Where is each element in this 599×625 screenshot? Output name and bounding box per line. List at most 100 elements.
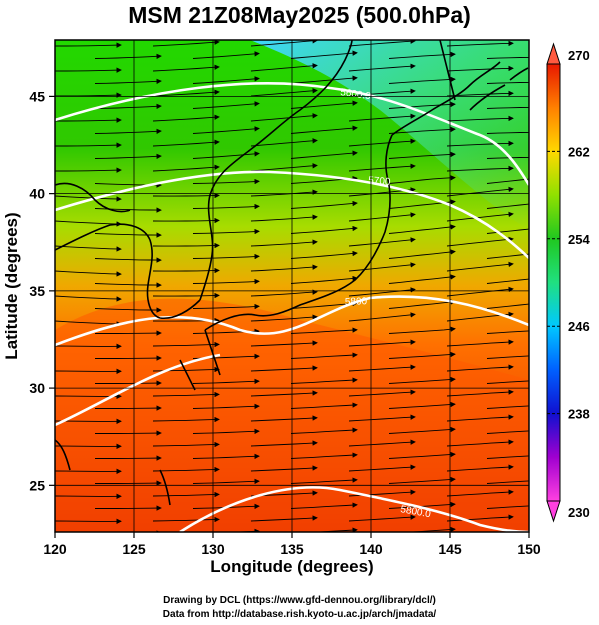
streamline: [94, 257, 162, 263]
streamline: [446, 90, 514, 97]
streamline: [192, 126, 260, 134]
streamline: [250, 88, 318, 97]
streamline: [348, 514, 416, 522]
coastline: [55, 182, 131, 213]
streamline: [446, 211, 514, 222]
streamline: [250, 113, 318, 122]
x-tick-label: 140: [359, 541, 383, 557]
streamline: [250, 40, 318, 47]
streamline: [55, 117, 122, 123]
streamline: [152, 114, 220, 122]
streamline: [486, 380, 529, 384]
streamline: [290, 427, 358, 434]
streamline: [388, 451, 456, 459]
streamline: [446, 364, 514, 372]
streamline: [348, 138, 416, 147]
streamline: [446, 186, 514, 197]
contour-label: 5800: [345, 296, 368, 308]
streamline: [290, 452, 358, 459]
streamline: [94, 232, 162, 238]
x-tick-label: 145: [438, 541, 462, 557]
contour-line: [55, 170, 529, 259]
streamline: [348, 414, 416, 422]
x-tick-label: 135: [280, 541, 304, 557]
coastline: [204, 134, 393, 331]
streamline: [55, 167, 122, 173]
streamline: [290, 225, 358, 234]
streamline: [290, 50, 358, 59]
streamline: [192, 228, 260, 235]
streamline: [192, 253, 260, 260]
streamline: [95, 330, 162, 336]
streamline: [192, 428, 260, 435]
coastline: [159, 359, 196, 506]
streamline: [388, 376, 456, 384]
colorbar-scale: [546, 63, 561, 502]
streamline: [486, 178, 529, 184]
streamline: [192, 303, 260, 310]
height-contours: [55, 82, 529, 532]
streamline: [486, 278, 529, 284]
streamline: [192, 203, 260, 210]
streamline: [290, 377, 358, 384]
streamline: [446, 261, 514, 272]
streamline: [55, 67, 122, 73]
colorbar-tick-label: 254: [568, 232, 590, 247]
streamline: [446, 514, 514, 522]
streamline: [192, 178, 260, 185]
streamline: [152, 391, 220, 398]
streamline: [348, 212, 416, 222]
streamline: [446, 339, 514, 347]
streamline: [94, 103, 162, 110]
streamline: [250, 239, 318, 247]
streamline: [446, 165, 514, 172]
y-tick-label: 45: [29, 88, 45, 104]
streamline: [486, 430, 529, 434]
streamline: [250, 138, 318, 147]
streamline: [388, 274, 456, 284]
streamline: [55, 42, 122, 48]
streamline: [152, 441, 220, 448]
streamline: [486, 203, 529, 209]
contour-line: [55, 82, 529, 186]
streamline: [486, 480, 529, 484]
streamline: [486, 405, 529, 409]
streamline: [152, 64, 220, 72]
streamline: [156, 530, 162, 532]
streamline: [446, 40, 514, 47]
streamline: [290, 150, 358, 159]
y-tick-label: 40: [29, 186, 45, 202]
streamline: [486, 303, 529, 309]
streamline: [388, 351, 456, 359]
streamline: [486, 505, 529, 509]
streamline: [250, 189, 318, 197]
streamline: [486, 253, 529, 259]
colorbar-tick-label: 230: [568, 505, 590, 520]
coastline: [55, 223, 201, 320]
streamline: [95, 405, 162, 411]
streamline: [95, 480, 162, 486]
streamline: [55, 320, 122, 327]
streamline: [446, 286, 514, 297]
map-title: MSM 21Z08May2025 (500.0hPa): [128, 2, 471, 28]
streamline: [290, 402, 358, 409]
streamline: [486, 131, 529, 134]
coastline: [391, 61, 501, 136]
streamline: [446, 489, 514, 497]
streamline: [192, 76, 260, 84]
streamline: [486, 56, 529, 59]
streamline: [446, 236, 514, 247]
streamline: [250, 63, 318, 72]
streamline: [388, 126, 456, 134]
streamline: [152, 139, 220, 147]
streamline: [94, 307, 162, 313]
streamline: [152, 466, 220, 473]
streamline: [192, 101, 260, 109]
streamline: [388, 175, 456, 184]
coastline: [204, 329, 221, 376]
streamline: [152, 217, 220, 224]
streamline: [152, 89, 220, 97]
streamline: [348, 63, 416, 72]
streamline: [486, 81, 529, 84]
streamline: [250, 465, 318, 472]
